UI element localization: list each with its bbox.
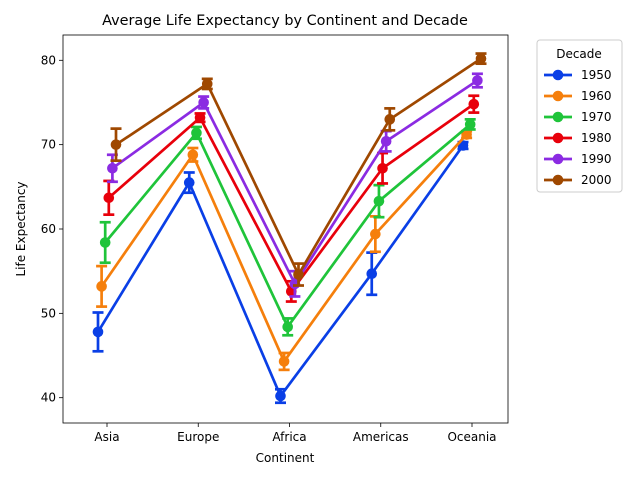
data-point [293, 269, 304, 280]
legend-item-2000: 2000 [544, 173, 612, 187]
legend-item-1970: 1970 [544, 110, 612, 124]
data-point [99, 237, 111, 248]
legend-marker [552, 153, 564, 165]
data-point [201, 78, 213, 90]
data-point [461, 129, 472, 140]
data-point [373, 195, 385, 207]
legend-label: 1990 [581, 152, 612, 166]
series-1990 [106, 72, 483, 298]
data-point [472, 75, 483, 86]
series-line [115, 57, 482, 276]
data-point [380, 135, 392, 147]
y-tick-label: 40 [41, 391, 56, 405]
legend-items: 1950 1960 1970 1980 1990 2000 [544, 68, 612, 187]
data-point [384, 114, 396, 125]
legend-label: 2000 [581, 173, 612, 187]
data-point [183, 177, 195, 188]
series-1970 [99, 117, 476, 337]
legend-marker [552, 174, 564, 186]
y-axis-ticks: 40 50 60 70 80 [41, 53, 63, 405]
series-layer [92, 52, 487, 405]
x-tick-label: Africa [272, 430, 306, 444]
data-point [278, 356, 290, 367]
series-1960 [96, 129, 473, 372]
legend-item-1990: 1990 [544, 152, 612, 166]
data-point [377, 162, 388, 174]
data-point [107, 162, 118, 174]
data-point [282, 321, 294, 333]
legend: Decade 1950 1960 1970 1980 1990 2000 [536, 39, 623, 193]
legend-marker [552, 111, 564, 123]
y-tick-label: 70 [41, 138, 56, 152]
data-point [103, 192, 115, 204]
data-point [110, 139, 122, 150]
data-point [464, 119, 476, 130]
legend-label: 1970 [581, 110, 612, 124]
legend-marker [552, 132, 564, 144]
data-point [475, 53, 487, 64]
y-axis-label: Life Expectancy [14, 181, 28, 276]
legend-label: 1980 [581, 131, 612, 145]
data-point [366, 268, 378, 280]
data-point [96, 281, 107, 292]
data-point [468, 98, 480, 110]
legend-marker [552, 90, 564, 102]
legend-label: 1950 [581, 68, 612, 82]
legend-marker [552, 69, 564, 81]
x-tick-label: Oceania [447, 430, 496, 444]
data-point [198, 97, 209, 108]
legend-title: Decade [556, 47, 602, 61]
legend-item-1950: 1950 [544, 68, 612, 82]
y-tick-label: 50 [41, 306, 56, 320]
legend-item-1960: 1960 [544, 89, 612, 103]
data-point [194, 112, 206, 123]
plot-area: Asia Europe Africa Americas Oceania 40 50 60 70… [41, 34, 509, 444]
x-tick-label: Europe [177, 430, 219, 444]
x-axis-ticks: Asia Europe Africa Americas Oceania [94, 423, 497, 444]
data-point [187, 149, 199, 161]
legend-item-1980: 1980 [544, 131, 612, 145]
y-tick-label: 80 [41, 53, 56, 67]
legend-label: 1960 [581, 89, 612, 103]
x-tick-label: Asia [94, 430, 119, 444]
y-tick-label: 60 [41, 222, 56, 236]
data-point [370, 228, 381, 240]
data-point [191, 127, 202, 139]
chart-title: Average Life Expectancy by Continent and… [102, 13, 468, 29]
series-line [104, 123, 472, 329]
series-2000 [110, 52, 487, 287]
x-tick-label: Americas [353, 430, 409, 444]
data-point [92, 326, 104, 338]
x-axis-label: Continent [256, 451, 315, 465]
series-1950 [92, 140, 469, 405]
data-point [275, 390, 286, 402]
